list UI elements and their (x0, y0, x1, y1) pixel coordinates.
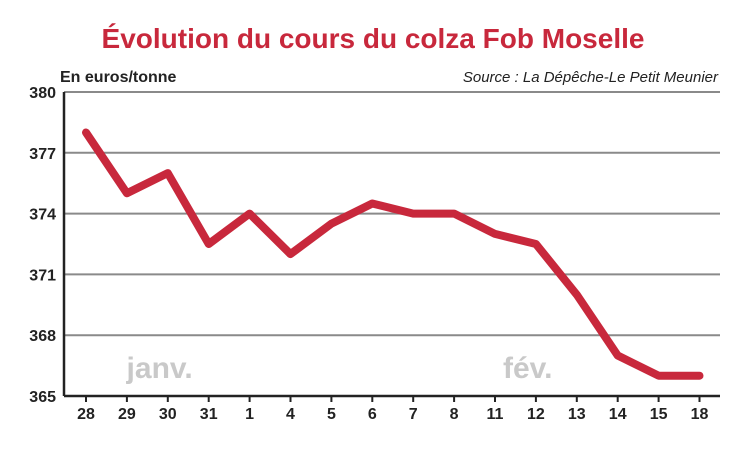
y-tick-label-371: 371 (29, 267, 56, 284)
month-labels: janv. fév. (126, 352, 553, 385)
y-tick-label-368: 368 (29, 328, 56, 345)
x-tick-label-4: 4 (286, 406, 295, 423)
data-point-7 (409, 210, 417, 218)
data-point-13 (573, 291, 581, 299)
data-point-11 (491, 230, 499, 238)
x-tick-label-18: 18 (691, 406, 709, 423)
y-tick-label-377: 377 (29, 146, 56, 163)
x-tick-label-8: 8 (450, 406, 459, 423)
x-tick-label-12: 12 (527, 406, 545, 423)
data-point-1 (246, 210, 254, 218)
x-tick-label-5: 5 (327, 406, 336, 423)
data-point-29 (123, 189, 131, 197)
data-point-14 (614, 351, 622, 359)
gridlines (64, 91, 720, 337)
y-tick-labels: 365 368 371 374 377 380 (29, 85, 56, 406)
x-tick-label-1: 1 (245, 406, 254, 423)
x-tick-label-28: 28 (77, 406, 95, 423)
x-tick-label-31: 31 (200, 406, 218, 423)
y-axis-unit-label: En euros/tonne (60, 69, 177, 86)
x-tick-label-29: 29 (118, 406, 136, 423)
x-tick-label-15: 15 (650, 406, 668, 423)
data-point-6 (368, 199, 376, 207)
chart-title: Évolution du cours du colza Fob Moselle (102, 23, 645, 54)
month-label-fv: fév. (503, 352, 552, 385)
data-point-28 (82, 129, 90, 137)
y-tick-label-365: 365 (29, 389, 56, 406)
series-line-group (82, 128, 704, 380)
month-label-janv: janv. (126, 352, 193, 385)
y-tick-label-374: 374 (29, 207, 56, 224)
data-point-5 (327, 220, 335, 228)
series-line-0 (82, 128, 704, 380)
data-point-30 (164, 169, 172, 177)
x-tick-label-7: 7 (409, 406, 418, 423)
x-tick-label-14: 14 (609, 406, 627, 423)
x-tick-label-6: 6 (368, 406, 377, 423)
data-point-8 (450, 210, 458, 218)
y-tick-label-380: 380 (29, 85, 56, 102)
data-point-15 (655, 372, 663, 380)
data-point-18 (696, 372, 703, 380)
data-point-31 (205, 240, 213, 248)
x-tick-label-13: 13 (568, 406, 586, 423)
x-tick-labels: 28 29 30 31 1 4 5 6 7 8 11 12 13 14 15 18 (77, 396, 709, 423)
data-point-12 (532, 240, 540, 248)
x-tick-label-11: 11 (487, 406, 504, 423)
x-tick-label-30: 30 (159, 406, 177, 423)
data-point-4 (287, 250, 294, 258)
source-note: Source : La Dépêche-Le Petit Meunier (463, 69, 719, 86)
